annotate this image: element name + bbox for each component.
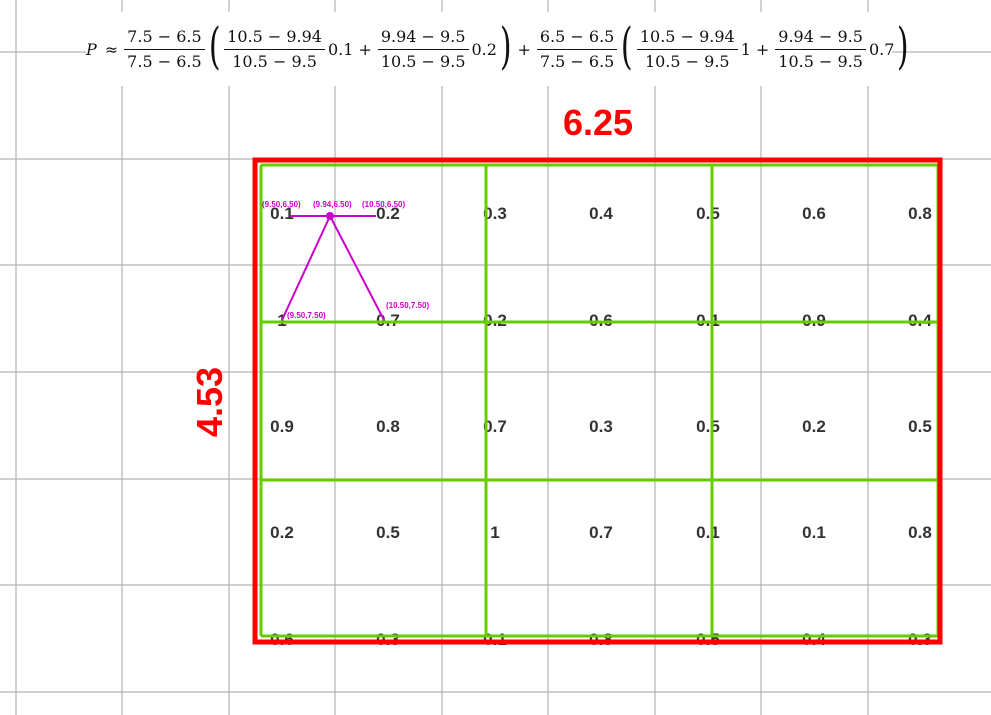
cell-value: 1 (490, 523, 499, 542)
width-label: 6.25 (563, 102, 633, 143)
interpolation-formula: P ≈ 7.5 − 6.5 7.5 − 6.5 ( 10.5 − 9.94 10… (86, 12, 909, 86)
term1-b-coef: 0.2 (471, 39, 497, 59)
term2-weight-den: 7.5 − 6.5 (539, 51, 615, 71)
sample-point (326, 212, 334, 220)
formula-approx: ≈ (104, 39, 119, 59)
cell-value: 0.3 (483, 204, 507, 223)
term1-b-num: 9.94 − 9.5 (377, 27, 469, 50)
cell-value: 0.5 (908, 417, 932, 436)
cell-value: 0.7 (589, 523, 613, 542)
formula-lhs: P (86, 39, 97, 59)
term1-a-frac: 10.5 − 9.94 10.5 − 9.5 (224, 27, 325, 72)
annotation-line (281, 215, 331, 321)
term2-weight-num: 6.5 − 6.5 (536, 27, 618, 50)
cell-value: 0.6 (802, 204, 826, 223)
cell-value: 0.2 (802, 417, 826, 436)
term2-a-coef: 1 (740, 39, 751, 59)
cell-value: 0.8 (908, 523, 932, 542)
term2-b-frac: 9.94 − 9.5 10.5 − 9.5 (775, 27, 866, 72)
interpolation-annotation: (9.50,6.50) (9.94,6.50) (10.50,6.50) (9.50,… (262, 200, 429, 321)
cell-values: 0.10.20.30.40.50.60.810.70.20.60.10.90.4… (270, 204, 932, 649)
term1-a-num: 10.5 − 9.94 (224, 27, 325, 50)
term1-b-frac: 9.94 − 9.5 10.5 − 9.5 (377, 27, 469, 72)
term2-weight: 6.5 − 6.5 7.5 − 6.5 (536, 27, 618, 72)
paren-open: ( (621, 17, 633, 75)
sample-point-label: (9.50,7.50) (287, 311, 326, 320)
cell-value: 0.8 (908, 204, 932, 223)
formula-plus: + (517, 39, 531, 59)
cell-value: 0.1 (802, 523, 826, 542)
paren-close: ) (499, 17, 512, 75)
sample-point-label: (10.50,6.50) (362, 200, 405, 209)
cell-value: 0.5 (696, 417, 720, 436)
sample-point-label: (9.50,6.50) (262, 200, 301, 209)
term1-weight-den: 7.5 − 6.5 (127, 51, 202, 71)
term2-b-den: 10.5 − 9.5 (778, 51, 863, 71)
cell-value: 0.8 (376, 417, 400, 436)
term2-b-coef: 0.7 (868, 39, 895, 59)
sample-point-label: (9.94,6.50) (313, 200, 352, 209)
cell-value: 0.9 (270, 417, 294, 436)
paren-open: ( (208, 17, 221, 75)
term2-a-num: 10.5 − 9.94 (636, 27, 738, 50)
cell-value: 0.7 (483, 417, 507, 436)
paren-close: ) (897, 17, 910, 75)
term2-b-num: 9.94 − 9.5 (775, 27, 866, 50)
term1-b-den: 10.5 − 9.5 (380, 51, 466, 71)
cell-value: 0.2 (376, 204, 400, 223)
term1-weight-num: 7.5 − 6.5 (124, 27, 205, 50)
term1-a-den: 10.5 − 9.5 (232, 51, 317, 71)
cell-value: 0.1 (696, 523, 720, 542)
bounding-box (252, 157, 943, 645)
formula-plus: + (358, 39, 372, 59)
cell-value: 0.2 (270, 523, 294, 542)
formula-plus: + (755, 39, 770, 59)
cell-value: 0.3 (589, 417, 613, 436)
height-label: 4.53 (189, 367, 230, 437)
term2-a-den: 10.5 − 9.5 (644, 51, 730, 71)
term1-weight: 7.5 − 6.5 7.5 − 6.5 (124, 27, 205, 72)
annotation-line (329, 215, 385, 321)
cell-value: 0.5 (376, 523, 400, 542)
sample-point-label: (10.50,7.50) (386, 301, 429, 310)
term2-a-frac: 10.5 − 9.94 10.5 − 9.5 (636, 27, 738, 72)
cell-value: 0.5 (696, 204, 720, 223)
cell-value: 0.1 (270, 204, 294, 223)
sampling-grid (259, 163, 940, 638)
cell-value: 0.4 (589, 204, 613, 223)
term1-a-coef: 0.1 (327, 39, 354, 59)
